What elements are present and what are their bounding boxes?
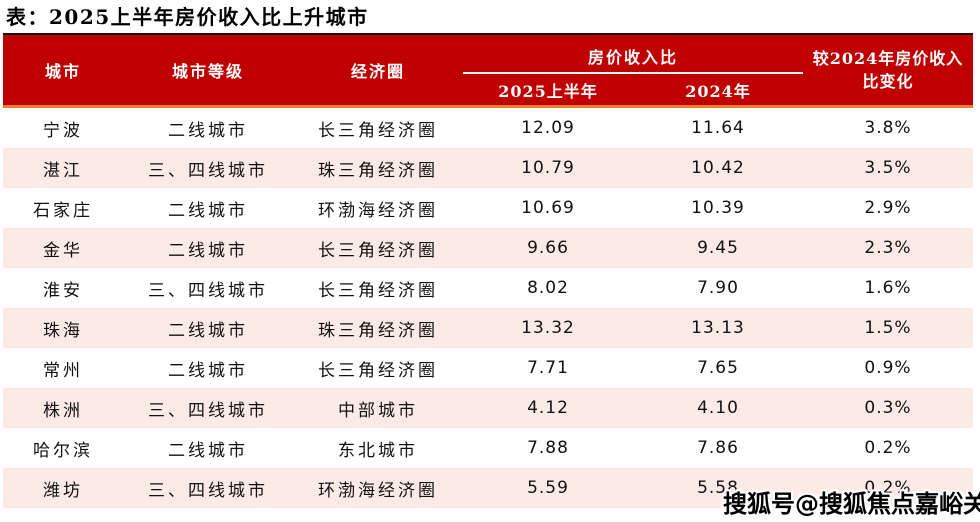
cell-ratio_2024: 9.45 — [697, 238, 739, 258]
cell-city: 宁波 — [43, 120, 83, 141]
cell-ratio_2025: 5.59 — [527, 478, 569, 498]
cell-city: 哈尔滨 — [33, 440, 93, 461]
cell-ratio_2024: 7.90 — [697, 278, 739, 298]
cell-ratio_2024: 10.39 — [691, 198, 745, 218]
cell-ratio_2024: 10.42 — [691, 158, 745, 178]
cell-city: 珠海 — [43, 320, 83, 341]
header-ratio-group: 房价收入比 2025上半年 2024年 — [463, 35, 803, 105]
cell-ratio_2025: 7.88 — [527, 438, 569, 458]
cell-change: 3.5% — [864, 158, 912, 178]
cell-change: 3.8% — [864, 118, 912, 138]
header-region: 经济圈 — [350, 62, 405, 81]
cell-tier: 三、四线城市 — [148, 280, 268, 301]
table-row: 淮安 三、四线城市 长三角经济圈 8.02 7.90 1.6% — [3, 268, 973, 308]
table-row: 哈尔滨 二线城市 东北城市 7.88 7.86 0.2% — [3, 428, 973, 468]
sohu-watermark: 搜狐号@搜狐焦点嘉峪关站 — [723, 490, 980, 518]
cell-region: 东北城市 — [338, 440, 418, 461]
table-row: 株洲 三、四线城市 中部城市 4.12 4.10 0.3% — [3, 388, 973, 428]
table-header: 城市 城市等级 经济圈 房价收入比 2025上半年 2024年 较2024年房价… — [3, 35, 973, 105]
table-row: 常州 二线城市 长三角经济圈 7.71 7.65 0.9% — [3, 348, 973, 388]
cell-ratio_2025: 13.32 — [521, 318, 575, 338]
table-body: 宁波 二线城市 长三角经济圈 12.09 11.64 3.8% 湛江 三、四线城市 珠三角经济圈… — [3, 108, 973, 508]
cell-city: 株洲 — [43, 400, 83, 421]
cell-ratio_2024: 13.13 — [691, 318, 745, 338]
cell-ratio_2025: 8.02 — [527, 278, 569, 298]
cell-tier: 三、四线城市 — [148, 160, 268, 181]
cell-city: 常州 — [43, 360, 83, 381]
cell-ratio_2025: 10.69 — [521, 198, 575, 218]
cell-city: 石家庄 — [33, 200, 93, 221]
cell-region: 长三角经济圈 — [318, 360, 438, 381]
cell-region: 中部城市 — [338, 400, 418, 421]
cell-city: 淮安 — [43, 280, 83, 301]
cell-change: 0.2% — [864, 438, 912, 458]
cell-tier: 二线城市 — [168, 120, 248, 141]
header-change: 较2024年房价收入比变化 — [812, 48, 964, 91]
cell-change: 2.3% — [864, 238, 912, 258]
cell-tier: 二线城市 — [168, 200, 248, 221]
cell-city: 潍坊 — [43, 480, 83, 501]
cell-tier: 三、四线城市 — [148, 480, 268, 501]
cell-tier: 二线城市 — [168, 440, 248, 461]
cell-city: 金华 — [43, 240, 83, 261]
cell-ratio_2024: 5.58 — [697, 478, 739, 498]
orange-divider — [3, 105, 973, 108]
header-ratio-2024: 2024年 — [685, 81, 751, 101]
table-row: 湛江 三、四线城市 珠三角经济圈 10.79 10.42 3.5% — [3, 148, 973, 188]
cell-ratio_2025: 10.79 — [521, 158, 575, 178]
price-income-ratio-table: 城市 城市等级 经济圈 房价收入比 2025上半年 2024年 较2024年房价… — [3, 33, 973, 508]
cell-ratio_2025: 9.66 — [527, 238, 569, 258]
cell-ratio_2025: 12.09 — [521, 118, 575, 138]
cell-ratio_2024: 7.86 — [697, 438, 739, 458]
cell-change: 0.3% — [864, 398, 912, 418]
header-ratio-2025: 2025上半年 — [498, 81, 598, 101]
cell-region: 长三角经济圈 — [318, 280, 438, 301]
table-row: 珠海 二线城市 珠三角经济圈 13.32 13.13 1.5% — [3, 308, 973, 348]
cell-tier: 三、四线城市 — [148, 400, 268, 421]
cell-ratio_2024: 7.65 — [697, 358, 739, 378]
cell-ratio_2025: 7.71 — [527, 358, 569, 378]
cell-tier: 二线城市 — [168, 240, 248, 261]
cell-ratio_2024: 4.10 — [697, 398, 739, 418]
cell-ratio_2024: 11.64 — [691, 118, 745, 138]
cell-region: 长三角经济圈 — [318, 240, 438, 261]
cell-change: 0.9% — [864, 358, 912, 378]
cell-change: 1.5% — [864, 318, 912, 338]
table-row: 金华 二线城市 长三角经济圈 9.66 9.45 2.3% — [3, 228, 973, 268]
cell-tier: 二线城市 — [168, 360, 248, 381]
cell-tier: 二线城市 — [168, 320, 248, 341]
table-row: 潍坊 三、四线城市 环渤海经济圈 5.59 5.58 0.2% — [3, 468, 973, 508]
cell-region: 珠三角经济圈 — [318, 160, 438, 181]
cell-ratio_2025: 4.12 — [527, 398, 569, 418]
cell-change: 2.9% — [864, 198, 912, 218]
table-row: 石家庄 二线城市 环渤海经济圈 10.69 10.39 2.9% — [3, 188, 973, 228]
table-row: 宁波 二线城市 长三角经济圈 12.09 11.64 3.8% — [3, 108, 973, 148]
cell-city: 湛江 — [43, 160, 83, 181]
page-title: 表：2025上半年房价收入比上升城市 — [6, 5, 369, 29]
cell-region: 环渤海经济圈 — [318, 200, 438, 221]
header-ratio-subcolumns: 2025上半年 2024年 — [463, 74, 803, 105]
cell-region: 长三角经济圈 — [318, 120, 438, 141]
header-ratio-group-title: 房价收入比 — [463, 35, 803, 74]
cell-change: 0.2% — [864, 478, 912, 498]
cell-region: 环渤海经济圈 — [318, 480, 438, 501]
cell-region: 珠三角经济圈 — [318, 320, 438, 341]
cell-change: 1.6% — [864, 278, 912, 298]
header-tier: 城市等级 — [171, 62, 244, 81]
header-city: 城市 — [44, 62, 81, 81]
